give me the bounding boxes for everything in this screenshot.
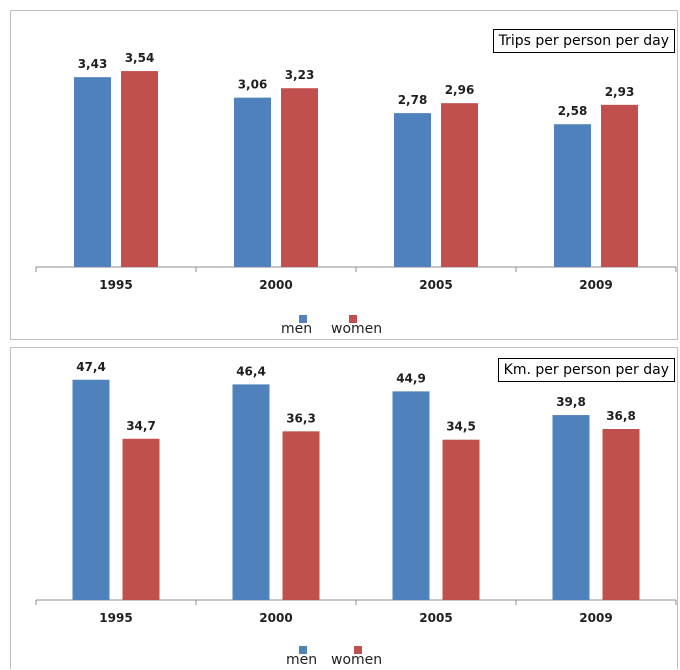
- data-label-women-2009: 2,93: [605, 85, 635, 99]
- legend-label-women: women: [331, 321, 383, 337]
- data-label-women-2000: 36,3: [286, 411, 316, 425]
- data-label-women-2005: 2,96: [445, 83, 475, 97]
- data-label-men-2000: 3,06: [238, 78, 268, 92]
- legend-swatch-women: [354, 646, 362, 654]
- km-chart-title: Km. per person per day: [497, 358, 675, 382]
- bar-women-2005: [442, 439, 480, 600]
- legend-label-men: men: [286, 652, 318, 668]
- bar-men-1995: [74, 77, 111, 267]
- bar-men-2009: [554, 124, 591, 267]
- trips-chart-panel: 3,43 3,54 1995 3,06 3,23 2000 2,78 2,96 2005 2,58…: [10, 10, 678, 340]
- x-tick-label-2005: 2005: [419, 278, 452, 292]
- data-label-women-1995: 34,7: [126, 419, 156, 433]
- bar-women-1995: [122, 438, 160, 600]
- bar-men-2005: [394, 113, 431, 267]
- data-label-women-2009: 36,8: [606, 409, 636, 423]
- x-tick-label-2009: 2009: [579, 278, 612, 292]
- legend-label-men: men: [281, 321, 313, 337]
- x-tick-label-2000: 2000: [259, 611, 292, 625]
- x-tick-label-1995: 1995: [99, 278, 132, 292]
- bar-men-1995: [72, 379, 110, 600]
- trips-chart-title: Trips per person per day: [492, 29, 675, 53]
- trips-legend: men women: [11, 11, 679, 341]
- bar-men-2009: [552, 415, 590, 600]
- data-label-women-1995: 3,54: [125, 51, 155, 65]
- bar-women-2000: [282, 431, 320, 600]
- x-tick-label-2000: 2000: [259, 278, 292, 292]
- km-chart: 47,4 34,7 1995 46,4 36,3 2000 44,9 34,5 2005 39,8…: [35, 360, 677, 625]
- bar-women-1995: [121, 71, 158, 267]
- bar-women-2005: [441, 103, 478, 267]
- bar-men-2000: [232, 384, 270, 600]
- data-label-men-1995: 47,4: [76, 360, 106, 374]
- bar-women-2009: [601, 104, 638, 267]
- legend-label-women: women: [331, 652, 383, 668]
- bar-men-2005: [392, 391, 430, 600]
- bar-women-2000: [281, 88, 318, 267]
- km-chart-panel: 47,4 34,7 1995 46,4 36,3 2000 44,9 34,5 2005 39,8…: [10, 347, 678, 669]
- trips-chart: 3,43 3,54 1995 3,06 3,23 2000 2,78 2,96 2005 2,58…: [35, 51, 677, 292]
- legend-swatch-men: [299, 646, 307, 654]
- km-legend: men women: [11, 348, 679, 670]
- x-tick-label-2005: 2005: [419, 611, 452, 625]
- x-tick-label-1995: 1995: [99, 611, 132, 625]
- data-label-men-2009: 39,8: [556, 395, 586, 409]
- data-label-women-2005: 34,5: [446, 420, 476, 434]
- data-label-men-2000: 46,4: [236, 364, 266, 378]
- x-tick-label-2009: 2009: [579, 611, 612, 625]
- data-label-men-2009: 2,58: [558, 104, 588, 118]
- data-label-women-2000: 3,23: [285, 68, 315, 82]
- data-label-men-2005: 44,9: [396, 371, 426, 385]
- data-label-men-2005: 2,78: [398, 93, 428, 107]
- data-label-men-1995: 3,43: [78, 57, 108, 71]
- bar-men-2000: [234, 97, 271, 267]
- legend-swatch-men: [299, 315, 307, 323]
- legend-swatch-women: [349, 315, 357, 323]
- bar-women-2009: [602, 429, 640, 600]
